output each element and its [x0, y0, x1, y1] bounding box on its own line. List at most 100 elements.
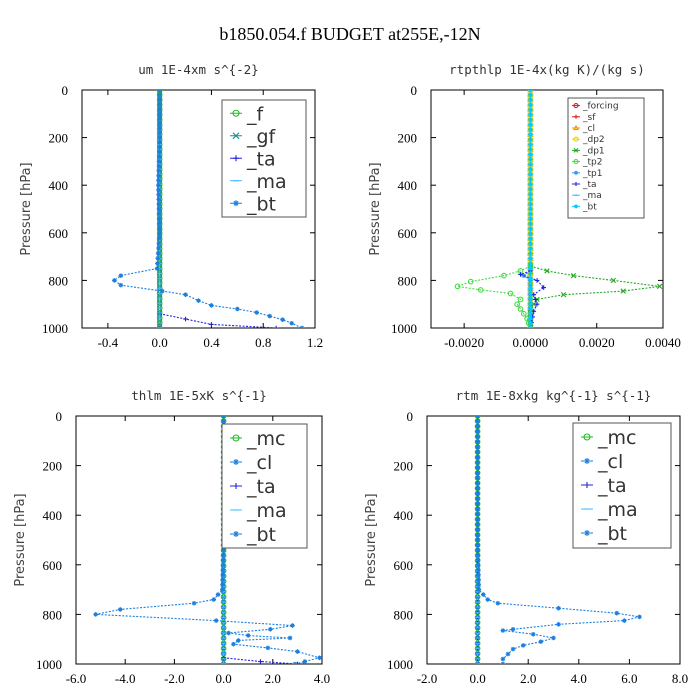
- data-point: [475, 537, 480, 543]
- plot-area: [454, 90, 663, 328]
- x-tick-label: -0.4: [98, 335, 119, 350]
- data-point: [556, 622, 561, 627]
- data-point: [476, 572, 481, 578]
- legend-entry: _ma: [597, 499, 638, 521]
- data-point: [156, 201, 162, 207]
- data-point: [538, 639, 544, 644]
- y-tick-label: 400: [394, 508, 414, 523]
- y-tick-label: 1000: [391, 321, 417, 336]
- data-point: [215, 592, 221, 597]
- data-point: [475, 449, 480, 455]
- y-tick-label: 0: [411, 83, 418, 98]
- panel-title: rtpthlp 1E-4x(kg K)/(kg s): [449, 62, 645, 77]
- data-point: [183, 292, 188, 297]
- data-point: [518, 272, 523, 277]
- data-point: [156, 154, 162, 159]
- legend-entry: _ma: [246, 171, 287, 193]
- plot-frame: [75, 415, 323, 665]
- data-point: [477, 287, 484, 293]
- data-point: [528, 256, 533, 261]
- data-point: [157, 140, 162, 145]
- data-point: [289, 320, 294, 326]
- data-point: [495, 600, 501, 606]
- y-axis-label: Pressure [hPa]: [19, 162, 34, 255]
- legend-entry: _bt: [597, 523, 627, 545]
- series-ta: [157, 311, 279, 328]
- data-point: [157, 106, 162, 112]
- legend-entry: _ma: [582, 191, 602, 201]
- data-point: [231, 641, 236, 647]
- data-point: [475, 418, 480, 424]
- plot-frame: [430, 89, 664, 329]
- legend-swatch-marker: [233, 483, 239, 489]
- legend-entry: _cl: [597, 451, 623, 473]
- data-point: [220, 557, 226, 563]
- data-point: [528, 107, 533, 113]
- legend: _f_gf_ta_ma_bt: [221, 99, 307, 218]
- data-point: [520, 310, 527, 317]
- data-point: [476, 587, 482, 592]
- x-tick-label: 4.0: [571, 671, 587, 686]
- data-point: [528, 241, 533, 247]
- data-point: [209, 322, 214, 327]
- data-point: [475, 522, 480, 527]
- legend-entry: _bt: [246, 524, 276, 546]
- data-point: [500, 656, 506, 662]
- data-point: [517, 296, 524, 303]
- x-tick-label: 2.0: [520, 671, 536, 686]
- series-tp2: [454, 263, 534, 328]
- data-point: [157, 220, 162, 226]
- data-point: [155, 250, 161, 256]
- data-point: [295, 649, 300, 654]
- data-point: [220, 562, 226, 568]
- y-tick-label: 1000: [42, 321, 68, 336]
- x-tick-label: 4.0: [314, 671, 330, 686]
- data-point: [528, 186, 533, 192]
- legend-swatch-marker: [574, 182, 578, 186]
- legend-swatch-marker: [232, 109, 240, 117]
- data-point: [475, 527, 480, 532]
- legend-box: [567, 97, 645, 219]
- legend: _mc_cl_ta_ma_bt: [572, 422, 672, 549]
- data-point: [528, 286, 533, 291]
- series-line: [457, 265, 531, 328]
- y-tick-label: 200: [394, 459, 414, 474]
- legend-swatch-marker: [574, 204, 578, 209]
- data-point: [637, 614, 642, 620]
- data-point: [157, 130, 162, 136]
- series-bt: [112, 90, 305, 328]
- data-point: [280, 317, 285, 322]
- y-axis-label: Pressure [hPa]: [364, 493, 379, 586]
- data-point: [156, 173, 161, 178]
- legend-entry: _mc: [597, 427, 636, 449]
- data-point: [475, 562, 481, 568]
- x-tick-label: 0.4: [203, 335, 220, 350]
- y-tick-label: 200: [49, 131, 69, 146]
- legend-swatch-marker: [233, 531, 239, 537]
- data-point: [528, 236, 533, 242]
- data-point: [528, 231, 533, 237]
- data-point: [226, 630, 231, 636]
- legend: _forcing_sf_cl_dp2_dp1 _tp2_tp1_ta_ma_bt: [567, 97, 645, 219]
- y-tick-label: 600: [43, 558, 63, 573]
- data-point: [656, 283, 663, 290]
- series-line: [477, 416, 640, 664]
- legend-entry: _cl: [582, 124, 595, 134]
- data-point: [485, 597, 491, 602]
- data-point: [528, 171, 533, 177]
- data-point: [528, 310, 533, 316]
- data-point: [475, 496, 480, 501]
- data-point: [220, 552, 226, 558]
- data-point: [528, 281, 533, 286]
- data-point: [528, 295, 533, 301]
- data-point: [268, 626, 273, 632]
- legend-swatch-marker: [233, 200, 239, 207]
- data-point: [528, 211, 533, 217]
- data-point: [155, 256, 161, 261]
- x-tick-label: 0.8: [255, 335, 271, 350]
- data-point: [157, 144, 162, 150]
- data-point: [117, 607, 123, 612]
- data-point: [475, 542, 481, 548]
- data-point: [254, 310, 260, 315]
- x-tick-label: 0.0020: [579, 335, 615, 350]
